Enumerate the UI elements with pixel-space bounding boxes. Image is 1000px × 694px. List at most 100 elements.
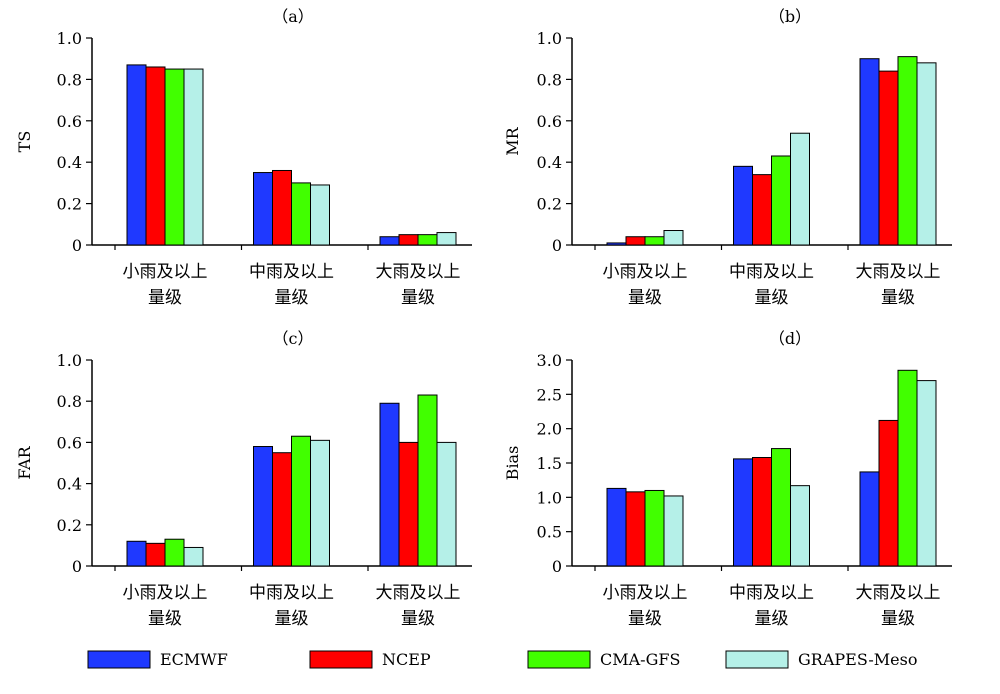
- panel-4: （d）Bias00.51.01.52.02.53.0小雨及以上量级中雨及以上量级…: [503, 329, 952, 629]
- x-category-label-line: 量级: [881, 288, 915, 308]
- bar-grapes-meso-2: [790, 485, 810, 567]
- bar-ecmwf-1: [606, 487, 627, 567]
- bar-ecmwf-1: [606, 242, 627, 246]
- panel-title: （b）: [769, 7, 811, 26]
- x-category-label-line: 大雨及以上: [376, 262, 461, 282]
- y-tick-label: 0.2: [537, 195, 562, 214]
- x-category-label: 小雨及以上量级: [603, 262, 688, 308]
- panel-title: （c）: [273, 329, 314, 348]
- bar-ecmwf-2: [733, 458, 753, 567]
- x-category-label-line: 量级: [628, 609, 662, 629]
- bar-cma-gfs-3: [897, 369, 918, 567]
- legend-swatch-grapes-meso: [725, 650, 789, 669]
- x-category-label-line: 大雨及以上: [856, 583, 941, 603]
- y-axis-label: TS: [15, 131, 34, 153]
- bar-ecmwf-2: [733, 165, 753, 246]
- y-tick-label: 0.2: [57, 195, 82, 214]
- bar-cma-gfs-3: [417, 234, 438, 246]
- y-tick-label: 0: [72, 557, 82, 576]
- bar-ncep-2: [752, 457, 772, 567]
- bar-grapes-meso-2: [310, 439, 330, 567]
- bar-ncep-1: [145, 542, 166, 567]
- y-tick-label: 0.4: [537, 153, 562, 172]
- x-category-label: 大雨及以上量级: [856, 262, 941, 308]
- x-category-label-line: 量级: [275, 609, 309, 629]
- panel-1: （a）TS00.20.40.60.81.0小雨及以上量级中雨及以上量级大雨及以上…: [15, 7, 472, 308]
- bar-ecmwf-3: [859, 471, 880, 567]
- bar-grapes-meso-3: [916, 62, 937, 246]
- bar-ncep-3: [878, 70, 899, 246]
- x-category-label-line: 量级: [881, 609, 915, 629]
- bar-grapes-meso-1: [663, 230, 684, 246]
- bar-cma-gfs-1: [164, 68, 185, 246]
- y-tick-label: 2.5: [537, 385, 562, 404]
- x-category-label: 大雨及以上量级: [376, 583, 461, 629]
- x-category-label-line: 量级: [148, 288, 182, 308]
- x-category-label-line: 中雨及以上: [729, 262, 814, 282]
- y-tick-label: 1.0: [57, 29, 82, 48]
- bar-grapes-meso-1: [663, 495, 684, 567]
- y-tick-label: 1.0: [537, 488, 562, 507]
- y-tick-label: 0.6: [57, 433, 82, 452]
- y-tick-label: 0.6: [57, 112, 82, 131]
- y-tick-label: 0.8: [537, 70, 562, 89]
- x-category-label-line: 量级: [148, 609, 182, 629]
- bar-ncep-2: [752, 174, 772, 246]
- y-axis-label: FAR: [15, 445, 34, 479]
- bar-ecmwf-1: [126, 540, 147, 567]
- bar-ecmwf-2: [253, 446, 273, 567]
- x-category-label-line: 量级: [755, 288, 789, 308]
- x-category-label-line: 小雨及以上: [123, 583, 208, 603]
- panel-2: （b）MR00.20.40.60.81.0小雨及以上量级中雨及以上量级大雨及以上…: [503, 7, 952, 308]
- x-category-label-line: 大雨及以上: [376, 583, 461, 603]
- bar-ecmwf-2: [253, 172, 273, 246]
- x-category-label: 小雨及以上量级: [603, 583, 688, 629]
- bar-ncep-1: [625, 236, 646, 246]
- bar-grapes-meso-3: [436, 441, 457, 567]
- bar-cma-gfs-2: [291, 435, 311, 567]
- x-category-label-line: 量级: [401, 609, 435, 629]
- bar-grapes-meso-1: [183, 546, 204, 567]
- x-category-label-line: 中雨及以上: [249, 262, 334, 282]
- y-tick-label: 3.0: [537, 351, 562, 370]
- y-tick-label: 0: [552, 236, 562, 255]
- legend: ECMWF NCEP CMA-GFS GRAPES-Meso: [87, 650, 917, 669]
- bar-ncep-3: [398, 441, 419, 567]
- x-category-label-line: 小雨及以上: [603, 583, 688, 603]
- bar-ncep-1: [145, 66, 166, 246]
- bar-ecmwf-3: [859, 58, 880, 246]
- x-category-label-line: 小雨及以上: [603, 262, 688, 282]
- legend-swatch-ncep: [309, 650, 373, 669]
- x-category-label: 大雨及以上量级: [376, 262, 461, 308]
- bar-grapes-meso-2: [310, 184, 330, 246]
- x-category-label-line: 中雨及以上: [249, 583, 334, 603]
- bar-cma-gfs-3: [417, 394, 438, 567]
- y-tick-label: 1.0: [57, 351, 82, 370]
- x-category-label: 小雨及以上量级: [123, 262, 208, 308]
- y-tick-label: 0: [72, 236, 82, 255]
- bar-grapes-meso-3: [916, 380, 937, 567]
- bar-cma-gfs-2: [291, 182, 311, 246]
- y-axis-label: MR: [503, 126, 522, 155]
- x-category-label: 中雨及以上量级: [729, 262, 814, 308]
- bar-cma-gfs-3: [897, 56, 918, 246]
- panel-3: （c）FAR00.20.40.60.81.0小雨及以上量级中雨及以上量级大雨及以…: [15, 329, 472, 629]
- x-category-label-line: 量级: [755, 609, 789, 629]
- x-category-label-line: 小雨及以上: [123, 262, 208, 282]
- legend-label-cma-gfs: CMA-GFS: [600, 650, 680, 669]
- bar-cma-gfs-2: [771, 448, 791, 567]
- y-tick-label: 1.5: [537, 454, 562, 473]
- bar-ecmwf-3: [379, 402, 400, 567]
- x-category-label: 大雨及以上量级: [856, 583, 941, 629]
- bar-ecmwf-1: [126, 64, 147, 246]
- x-category-label: 中雨及以上量级: [729, 583, 814, 629]
- x-category-label-line: 量级: [628, 288, 662, 308]
- panel-title: （d）: [769, 329, 811, 348]
- x-category-label-line: 量级: [401, 288, 435, 308]
- legend-swatch-cma-gfs: [527, 650, 591, 669]
- bar-cma-gfs-1: [644, 489, 665, 567]
- bar-grapes-meso-1: [183, 68, 204, 246]
- legend-swatch-ecmwf: [87, 650, 151, 669]
- bar-cma-gfs-1: [644, 236, 665, 246]
